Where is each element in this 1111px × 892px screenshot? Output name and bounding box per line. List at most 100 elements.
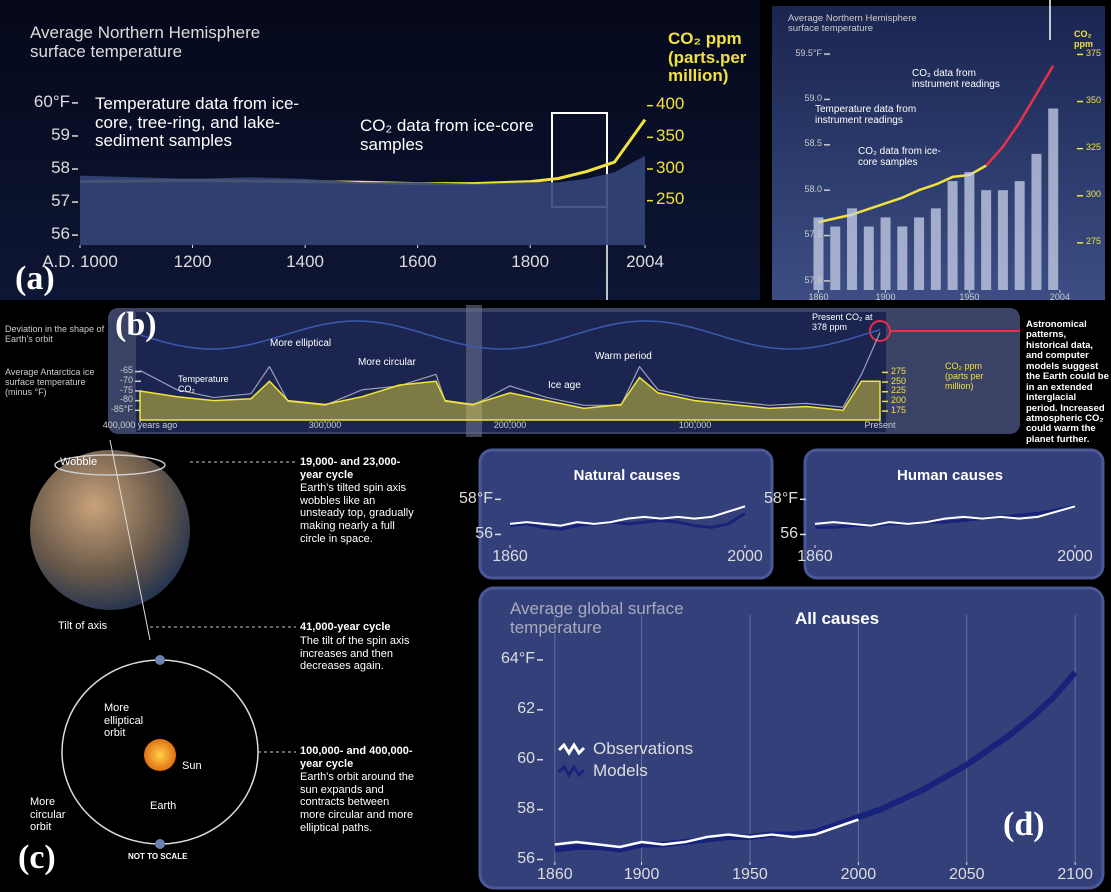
x-tick-label: 1860: [492, 548, 528, 565]
wobble-ring: [54, 454, 166, 476]
annotations: Temperature data from ice-core, tree-rin…: [95, 94, 300, 151]
bar: [813, 217, 824, 290]
x-tick-label: 2004: [626, 252, 664, 271]
x-tick-label: A.D. 1000: [42, 252, 118, 271]
line: [818, 164, 987, 224]
line: [815, 504, 1076, 529]
annotations: CO₂ data from ice-core samples: [360, 116, 534, 154]
y-tick-label: 62: [517, 700, 535, 718]
legend-swatch: [557, 764, 586, 778]
y2-tick-label: 300: [656, 157, 685, 177]
title: All causes: [795, 609, 880, 628]
y2-tick-label: 325: [1086, 142, 1102, 153]
earth-top: [155, 655, 165, 665]
diagram-label: Sun: [182, 760, 202, 772]
bar: [863, 226, 874, 290]
cycle-text: The tilt of the spin axis increases and …: [300, 635, 410, 673]
x-tick-label: 1860: [797, 548, 833, 565]
annotations: Present CO₂ at 378 ppm: [812, 312, 873, 332]
y2-tick-label: 200: [891, 395, 907, 406]
bar: [914, 217, 925, 290]
annotations: Temperature: [178, 374, 229, 384]
bar: [880, 217, 891, 290]
x-tick-label: 1950: [959, 292, 980, 302]
y-tick-label: 58: [517, 800, 535, 817]
panel-label: (d): [1003, 806, 1045, 843]
bar: [947, 181, 958, 290]
y2-tick-label: 300: [1086, 189, 1102, 200]
annotations: More circular: [358, 357, 416, 368]
area: [139, 376, 881, 421]
line: [814, 505, 1076, 527]
diagram-label: Tilt of axis: [58, 620, 108, 632]
y-tick-label: -85°F: [110, 403, 133, 414]
y-tick-label: 59: [51, 124, 70, 144]
panel-a-bg: [0, 0, 760, 300]
title: Natural causes: [573, 467, 681, 484]
y-tick-label: 57: [51, 190, 70, 210]
x-tick-label: 1900: [875, 292, 896, 302]
cycle-heading: 100,000- and 400,000-year cycle: [300, 745, 413, 770]
panel-natural-bg: [478, 448, 774, 580]
diagram-label: NOT TO SCALE: [128, 852, 188, 861]
bar: [930, 208, 941, 290]
area: [80, 155, 645, 245]
y-tick-label: 56: [51, 223, 70, 243]
y2-tick-label: 175: [891, 404, 907, 415]
x-tick-label: 2000: [1057, 548, 1093, 565]
bar: [847, 208, 858, 290]
x-tick-label: 1900: [623, 866, 660, 883]
earth-bottom: [155, 839, 165, 849]
x-tick-label: 100,000: [678, 420, 712, 430]
y-tick-label: 58: [51, 157, 70, 177]
bar: [830, 226, 841, 290]
x-tick-label: 300,000: [308, 420, 342, 430]
x-tick-label: 1200: [173, 252, 212, 271]
diagram-label: Earth: [150, 800, 177, 812]
y-tick-label: 56: [780, 524, 798, 542]
cycle-text: Earth's orbit around the sun expands and…: [300, 771, 415, 834]
cycle-text: Earth's tilted spin axis wobbles like an…: [300, 482, 414, 545]
cycle-heading: 41,000-year cycle: [300, 621, 391, 633]
legend-swatch: [557, 742, 586, 756]
diagram-label: More circular orbit: [30, 796, 66, 834]
spin-axis: [109, 439, 151, 641]
x-tick-label: 1950: [732, 866, 768, 883]
y-tick-label: -80: [119, 394, 133, 405]
y2-tick-label: 275: [891, 365, 907, 376]
line: [554, 818, 859, 849]
y-tick-label: -75: [119, 384, 133, 395]
panel-b-plot: [136, 312, 886, 432]
y-tick-label: 58°F: [459, 489, 493, 507]
title: Human causes: [897, 467, 1003, 484]
y2-tick-label: 375: [1086, 48, 1102, 59]
annotations: Temperature data from instrument reading…: [815, 104, 917, 126]
panel-label: (a): [15, 260, 55, 297]
line: [509, 505, 746, 527]
diagram-label: More elliptical orbit: [104, 702, 144, 740]
annotations: More elliptical: [270, 338, 332, 349]
x-tick-label: 2004: [1049, 292, 1070, 302]
annotations: CO₂: [178, 384, 195, 394]
y2-tick-label: 225: [891, 385, 907, 396]
x-tick-label: 1400: [286, 252, 324, 271]
x-tick-label: 2000: [840, 866, 877, 883]
sun: [144, 739, 176, 771]
y-tick-label: 64°F: [501, 650, 535, 668]
y2-tick-label: 275: [1086, 236, 1102, 247]
x-tick-label: 1600: [398, 252, 437, 271]
panel-label: (c): [18, 839, 56, 876]
line: [139, 332, 881, 408]
annotations: Warm period: [595, 351, 652, 362]
bar: [1048, 108, 1059, 290]
panel-human-bg: [803, 448, 1105, 580]
x-tick-label: 400,000 years ago: [102, 420, 178, 430]
bar: [1014, 181, 1025, 290]
panel-label: (b): [115, 306, 157, 343]
annotations: CO₂ data from instrument readings: [912, 68, 1000, 90]
cycle-heading: 19,000- and 23,000-year cycle: [300, 456, 401, 481]
y-tick-label: 60: [517, 750, 535, 768]
bar: [964, 172, 975, 290]
y2-tick-label: 250: [656, 189, 685, 209]
